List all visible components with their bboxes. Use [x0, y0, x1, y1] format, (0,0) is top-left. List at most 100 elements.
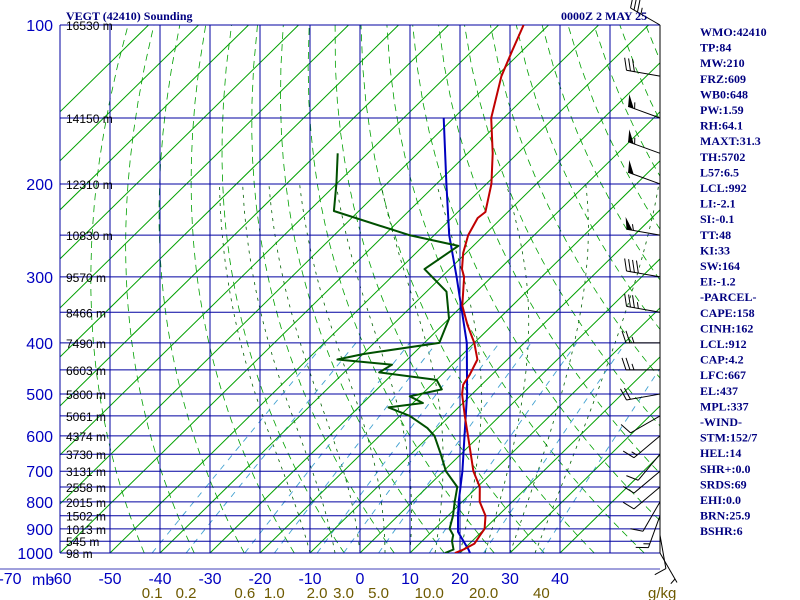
height-label: 1502 m — [66, 510, 106, 524]
wind-barb-feather — [628, 58, 631, 72]
index-line: STM:152/7 — [700, 431, 757, 445]
wind-barb-shaft — [627, 105, 661, 119]
wind-barb-feather — [624, 57, 628, 71]
wind-barb — [620, 415, 661, 434]
isotherm-line — [359, 258, 660, 553]
moist-adiabat — [335, 183, 413, 553]
wind-barb — [627, 129, 661, 154]
index-line: PW:1.59 — [700, 103, 744, 117]
pressure-unit-label: mb — [32, 572, 54, 589]
height-label: 3131 m — [66, 465, 106, 479]
index-line: BRN:25.9 — [700, 509, 750, 523]
index-line: LI:-2.1 — [700, 197, 736, 211]
wind-barb-shaft — [659, 552, 678, 583]
wind-barb — [630, 0, 661, 26]
index-line: MAXT:31.3 — [700, 134, 761, 148]
wind-barb-half-feather — [636, 302, 639, 309]
index-line: WB0:648 — [700, 87, 748, 101]
wind-barb — [635, 515, 661, 549]
isotherm-line — [409, 307, 660, 553]
skewed-isotherms — [60, 25, 660, 553]
wind-barb — [624, 57, 661, 77]
wind-barb — [654, 535, 667, 576]
index-line: EL:437 — [700, 384, 738, 398]
temperature-tick-label: -10 — [298, 571, 321, 588]
index-line: LFC:667 — [700, 368, 746, 382]
index-line: MW:210 — [700, 56, 745, 70]
wind-barbs — [620, 0, 678, 585]
index-line: TP:84 — [700, 41, 731, 55]
dewpoint-trace — [332, 153, 460, 553]
wind-barb-feather — [632, 295, 635, 308]
wind-barb-feather — [630, 528, 644, 532]
index-line: BSHR:6 — [700, 524, 743, 538]
wind-barb-flag — [628, 160, 634, 175]
mixing-ratio-label: 0.6 — [234, 585, 255, 600]
height-label: 8466 m — [66, 306, 106, 320]
isotherm-line — [109, 25, 649, 553]
chart-title: VEGT (42410) Sounding — [66, 9, 193, 23]
temperature-tick-label: 10 — [401, 571, 419, 588]
isotherm-line — [60, 25, 399, 358]
index-line: LCL:912 — [700, 337, 747, 351]
index-line: HEL:14 — [700, 446, 741, 460]
wind-barb-flag — [628, 94, 634, 109]
wind-barb — [621, 357, 660, 371]
isotherm-line — [60, 25, 499, 456]
height-label: 5800 m — [66, 388, 106, 402]
wind-barb-feather — [622, 450, 635, 459]
index-line: CAPE:158 — [700, 306, 755, 320]
wind-barb-shaft — [627, 141, 661, 154]
wind-barb-half-feather — [631, 224, 634, 231]
wind-barb — [621, 330, 660, 344]
mixing-ratio-label: 0.2 — [176, 585, 197, 600]
wind-barb-feather — [625, 330, 631, 344]
moist-adiabat — [509, 183, 589, 553]
isotherm-line — [259, 160, 660, 553]
wind-barb — [659, 552, 678, 585]
isotherm-line — [60, 25, 449, 407]
pressure-tick-label: 500 — [26, 387, 53, 404]
wind-barb-feather — [636, 0, 641, 13]
height-label: 98 m — [66, 547, 93, 561]
pressure-tick-label: 100 — [26, 18, 53, 35]
isotherm-line — [60, 25, 599, 553]
wind-barb-shaft — [659, 535, 667, 569]
temperature-tick-label: 30 — [501, 571, 519, 588]
height-label: 6603 m — [66, 364, 106, 378]
wind-barb-half-feather — [631, 336, 635, 344]
moist-adiabat — [299, 183, 386, 553]
wind-barb — [627, 94, 661, 119]
index-line: CAP:4.2 — [700, 353, 744, 367]
mixing-ratio-unit-label: g/kg — [648, 585, 676, 600]
height-label: 545 m — [66, 535, 99, 549]
wind-barb-feather — [633, 0, 637, 11]
wind-barb — [630, 501, 661, 532]
sounding-profiles — [332, 25, 525, 553]
wind-barb-feather — [632, 259, 635, 273]
index-line: WMO:42410 — [700, 25, 767, 39]
isotherm-line — [60, 25, 299, 260]
temperature-tick-label: 0 — [356, 571, 365, 588]
height-label: 10830 m — [66, 229, 113, 243]
pressure-tick-label: 900 — [26, 522, 53, 539]
wind-barb-shaft — [633, 470, 661, 494]
wind-barb-shaft — [626, 393, 661, 401]
wind-barb-shaft — [647, 515, 661, 548]
index-line: TT:48 — [700, 228, 731, 242]
height-label: 3730 m — [66, 448, 106, 462]
pressure-tick-label: 400 — [26, 336, 53, 353]
wind-barb-half-feather — [631, 363, 635, 371]
pressure-tick-label: 1000 — [17, 546, 53, 563]
index-line: LCL:992 — [700, 181, 747, 195]
wind-barb — [622, 470, 661, 494]
wind-barb-feather — [628, 259, 631, 272]
wind-barb-feather — [623, 387, 631, 400]
wind-barb — [626, 453, 661, 481]
height-label: 9570 m — [66, 271, 106, 285]
temperature-tick-label: -30 — [198, 571, 221, 588]
mixing-ratio-label: 20.0 — [469, 585, 498, 600]
